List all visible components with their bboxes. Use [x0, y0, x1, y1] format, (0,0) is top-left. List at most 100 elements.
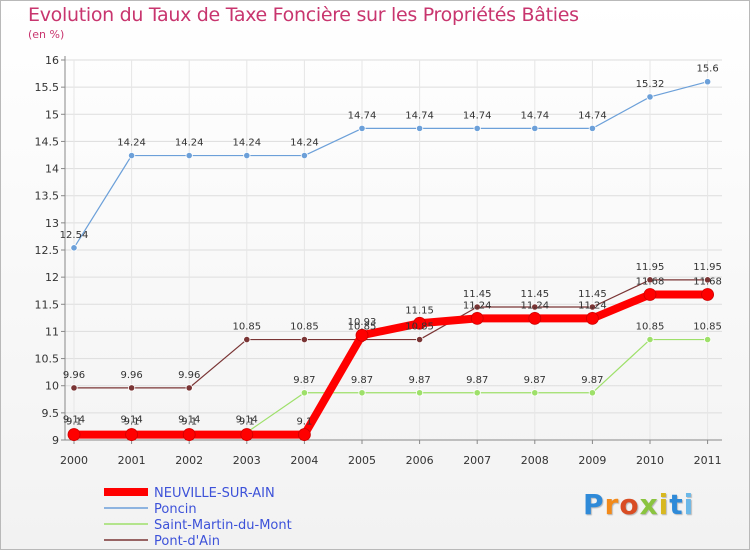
series-point-3 [531, 303, 539, 311]
series-point-1 [300, 151, 308, 160]
series-point-1 [531, 124, 539, 132]
series-point-2 [588, 389, 597, 397]
logo-letter: P [583, 488, 605, 521]
series-point-0 [125, 428, 139, 441]
y-tick-label: 11 [45, 325, 59, 338]
y-tick-label: 10.5 [35, 353, 60, 366]
y-tick-label: 12.5 [35, 244, 60, 257]
x-tick-label: 2000 [60, 454, 88, 467]
series-point-0 [297, 428, 311, 441]
data-label: 11.24 [578, 300, 607, 311]
series-point-1 [588, 124, 597, 132]
series-point-3 [128, 384, 136, 392]
data-label: 11.68 [636, 277, 665, 288]
series-point-0 [701, 288, 714, 301]
data-label: 9.87 [408, 375, 430, 386]
data-label: 10.85 [636, 322, 665, 333]
data-label: 14.24 [232, 138, 261, 149]
data-label: 9.1 [296, 417, 312, 428]
data-label: 9.1 [181, 417, 197, 428]
series-point-3 [473, 303, 481, 311]
data-label: 15.32 [636, 79, 665, 90]
legend-label: Poncin [154, 502, 197, 517]
proxiti-logo: Proxiti [583, 488, 694, 521]
y-tick-label: 9.5 [42, 407, 60, 420]
series-point-3 [185, 384, 193, 392]
series-point-0 [182, 428, 196, 441]
series-point-0 [413, 316, 427, 330]
data-label: 14.24 [290, 138, 319, 149]
data-label: 9.87 [351, 375, 373, 386]
y-tick-label: 12 [45, 271, 59, 284]
series-point-3 [300, 335, 308, 344]
data-label: 14.74 [405, 110, 434, 121]
series-point-2 [300, 389, 308, 397]
series-point-2 [703, 335, 712, 344]
series-point-3 [703, 276, 712, 284]
x-tick-label: 2007 [463, 454, 491, 467]
series-point-1 [243, 151, 251, 160]
chart-title: Evolution du Taux de Taxe Foncière sur l… [28, 4, 579, 26]
x-tick-label: 2009 [578, 454, 606, 467]
series-point-3 [243, 335, 251, 344]
series-point-3 [70, 384, 78, 392]
y-tick-label: 13.5 [35, 190, 60, 203]
series-point-0 [528, 311, 542, 325]
series-point-0 [240, 428, 254, 441]
data-label: 9.87 [293, 375, 315, 386]
series-point-0 [643, 288, 657, 301]
x-tick-label: 2006 [406, 454, 434, 467]
data-label: 11.45 [520, 289, 549, 300]
data-label: 9.87 [581, 375, 603, 386]
series-point-3 [588, 303, 597, 311]
data-label: 10.85 [348, 322, 377, 333]
series-point-2 [415, 389, 424, 397]
data-label: 10.93 [348, 317, 377, 328]
series-point-3 [415, 335, 424, 344]
logo-letter: o [619, 488, 640, 521]
y-tick-label: 15 [45, 108, 59, 121]
series-point-2 [473, 389, 481, 397]
logo-letter: x [639, 488, 659, 521]
logo-letter: t [669, 488, 684, 521]
series-line-1 [73, 81, 708, 249]
legend-label: Saint-Martin-du-Mont [154, 518, 292, 533]
data-label: 9.1 [66, 417, 82, 428]
series-point-2 [531, 389, 539, 397]
data-label: 11.24 [520, 300, 549, 311]
data-label: 9.14 [120, 414, 142, 425]
series-point-1 [415, 124, 424, 132]
series-point-2 [358, 389, 366, 397]
data-label: 9.87 [524, 375, 546, 386]
series-point-3 [646, 276, 654, 284]
series-line-0 [74, 290, 708, 439]
x-tick-label: 2003 [233, 454, 261, 467]
data-label: 10.85 [290, 322, 319, 333]
data-label: 11.45 [578, 289, 607, 300]
logo-letter: r [604, 488, 620, 521]
data-label: 14.74 [348, 110, 377, 121]
data-label: 9.1 [239, 417, 255, 428]
data-label: 9.96 [63, 370, 85, 381]
data-label: 14.24 [175, 138, 204, 149]
data-label: 15.6 [696, 64, 718, 75]
series-point-1 [473, 124, 481, 132]
series-point-0 [355, 328, 369, 342]
data-label: 14.74 [463, 110, 492, 121]
series-point-1 [646, 93, 654, 101]
x-tick-label: 2005 [348, 454, 376, 467]
data-label: 10.85 [693, 322, 722, 333]
legend-label: Pont-d'Ain [154, 534, 220, 549]
data-label: 11.95 [636, 262, 665, 273]
series-point-0 [470, 311, 484, 325]
data-label: 11.24 [463, 300, 492, 311]
data-label: 14.74 [520, 110, 549, 121]
x-tick-label: 2008 [521, 454, 549, 467]
data-label: 9.14 [178, 414, 200, 425]
series-point-1 [358, 124, 366, 132]
x-tick-label: 2002 [175, 454, 203, 467]
series-point-1 [128, 151, 136, 160]
y-tick-label: 14 [45, 163, 59, 176]
